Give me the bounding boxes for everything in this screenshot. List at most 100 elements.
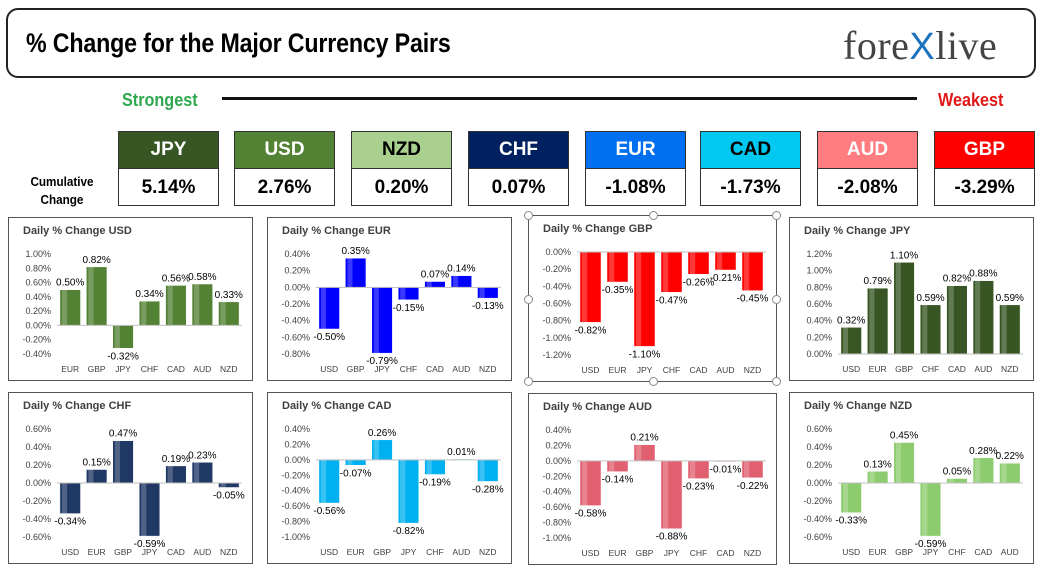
y-tick-label: 0.20% bbox=[284, 266, 310, 276]
chart-panel-cad: Daily % Change CAD 0.40% 0.20% 0.00% -0.20% -… bbox=[267, 392, 512, 564]
currency-box-eur: EUR -1.08% bbox=[585, 131, 686, 206]
forexlive-logo: foreXlive bbox=[843, 22, 997, 69]
x-category-label: CHF bbox=[663, 365, 680, 375]
bar-chart: Daily % Change JPY 1.20% 1.00% 0.80% 0.60% 0.… bbox=[804, 225, 1024, 374]
data-label: 1.10% bbox=[890, 250, 918, 261]
x-category-label: GBP bbox=[373, 547, 391, 557]
bar-highlight bbox=[347, 258, 353, 288]
resize-handle[interactable] bbox=[524, 294, 533, 304]
bar-highlight bbox=[347, 459, 353, 466]
x-category-label: EUR bbox=[609, 365, 627, 375]
bar-highlight bbox=[1001, 463, 1007, 483]
y-tick-label: -0.20% bbox=[22, 335, 51, 345]
currency-box-gbp: GBP -3.29% bbox=[934, 131, 1035, 206]
chart-title: Daily % Change CHF bbox=[23, 400, 131, 412]
data-label: 0.50% bbox=[56, 278, 84, 289]
y-tick-label: -0.20% bbox=[22, 496, 51, 506]
x-category-label: EUR bbox=[88, 547, 106, 557]
x-category-label: CAD bbox=[974, 547, 992, 557]
resize-handle[interactable] bbox=[524, 377, 533, 386]
bar-highlight bbox=[141, 301, 147, 326]
data-label: -0.50% bbox=[313, 332, 345, 343]
x-category-label: EUR bbox=[61, 364, 79, 374]
x-category-label: GBP bbox=[636, 548, 654, 558]
y-tick-label: 0.80% bbox=[806, 282, 832, 292]
y-tick-label: 1.20% bbox=[806, 249, 832, 259]
currency-box-cad: CAD -1.73% bbox=[700, 131, 801, 206]
y-tick-label: -0.60% bbox=[542, 299, 571, 309]
data-label: 0.19% bbox=[162, 454, 190, 465]
y-tick-label: -1.00% bbox=[542, 333, 571, 343]
logo-text-right: live bbox=[935, 23, 998, 68]
data-label: -0.34% bbox=[54, 517, 86, 528]
data-label: -0.22% bbox=[737, 481, 769, 492]
currency-code: AUD bbox=[817, 131, 918, 169]
y-tick-label: 0.00% bbox=[284, 455, 310, 465]
x-category-label: CAD bbox=[717, 548, 735, 558]
data-label: 0.22% bbox=[996, 451, 1024, 462]
bar-highlight bbox=[895, 442, 901, 483]
bar-highlight bbox=[689, 460, 696, 479]
y-tick-label: -0.80% bbox=[542, 518, 571, 528]
cumulative-change-value: -1.08% bbox=[585, 169, 686, 206]
x-category-label: CHF bbox=[141, 364, 158, 374]
data-label: -0.15% bbox=[393, 303, 425, 314]
data-label: -0.01% bbox=[710, 465, 742, 476]
y-tick-label: 0.00% bbox=[806, 478, 832, 488]
x-category-label: CAD bbox=[948, 364, 966, 374]
data-label: -0.19% bbox=[419, 478, 451, 489]
x-category-label: AUD bbox=[974, 364, 992, 374]
y-tick-label: 0.20% bbox=[25, 460, 51, 470]
y-tick-label: 0.40% bbox=[806, 316, 832, 326]
x-category-label: NZD bbox=[1001, 364, 1018, 374]
bar-highlight bbox=[948, 478, 954, 483]
data-label: 0.58% bbox=[188, 272, 216, 283]
y-tick-label: -0.60% bbox=[803, 532, 832, 542]
data-label: 0.59% bbox=[916, 293, 944, 304]
title-box: % Change for the Major Currency Pairs fo… bbox=[6, 8, 1036, 78]
y-tick-label: 0.80% bbox=[25, 263, 51, 273]
bar-highlight bbox=[581, 252, 588, 323]
bar-highlight bbox=[716, 460, 723, 462]
data-label: -0.05% bbox=[213, 491, 245, 502]
y-tick-label: 0.60% bbox=[25, 424, 51, 434]
y-tick-label: -0.20% bbox=[281, 299, 310, 309]
x-category-label: JPY bbox=[142, 547, 158, 557]
data-label: -0.59% bbox=[134, 539, 166, 550]
cumulative-change-value: -3.29% bbox=[934, 169, 1035, 206]
bar-highlight bbox=[608, 460, 615, 472]
y-tick-label: 0.60% bbox=[806, 424, 832, 434]
x-category-label: EUR bbox=[869, 547, 887, 557]
strength-arrow-line bbox=[222, 97, 917, 100]
chart-title: Daily % Change NZD bbox=[804, 400, 912, 412]
data-label: 0.88% bbox=[969, 269, 997, 280]
y-tick-label: 0.00% bbox=[545, 247, 571, 257]
data-label: -0.88% bbox=[656, 532, 688, 543]
bar-highlight bbox=[743, 252, 750, 291]
resize-handle[interactable] bbox=[648, 377, 658, 386]
currency-code: NZD bbox=[351, 131, 452, 169]
bar-highlight bbox=[869, 288, 875, 354]
resize-handle[interactable] bbox=[772, 211, 781, 220]
y-tick-label: -1.00% bbox=[281, 532, 310, 542]
resize-handle[interactable] bbox=[772, 377, 781, 386]
resize-handle[interactable] bbox=[772, 294, 781, 304]
x-category-label: AUD bbox=[452, 364, 470, 374]
chart-panel-usd: Daily % Change USD 1.00% 0.80% 0.60% 0.40% 0.… bbox=[8, 217, 253, 381]
cumulative-change-value: 0.20% bbox=[351, 169, 452, 206]
y-tick-label: 0.40% bbox=[284, 424, 310, 434]
currency-box-usd: USD 2.76% bbox=[234, 131, 335, 206]
page-title: % Change for the Major Currency Pairs bbox=[26, 28, 451, 58]
cumulative-change-value: -2.08% bbox=[817, 169, 918, 206]
cumulative-change-value: 2.76% bbox=[234, 169, 335, 206]
resize-handle[interactable] bbox=[648, 211, 658, 220]
x-category-label: JPY bbox=[401, 547, 417, 557]
x-category-label: CHF bbox=[400, 364, 417, 374]
x-category-label: EUR bbox=[609, 548, 627, 558]
resize-handle[interactable] bbox=[524, 211, 533, 220]
bar-highlight bbox=[842, 483, 849, 513]
x-category-label: CHF bbox=[922, 364, 939, 374]
data-label: -0.79% bbox=[366, 356, 398, 367]
chart-panel-nzd: Daily % Change NZD 0.60% 0.40% 0.20% 0.00% -0… bbox=[789, 392, 1034, 564]
x-category-label: CHF bbox=[426, 547, 443, 557]
